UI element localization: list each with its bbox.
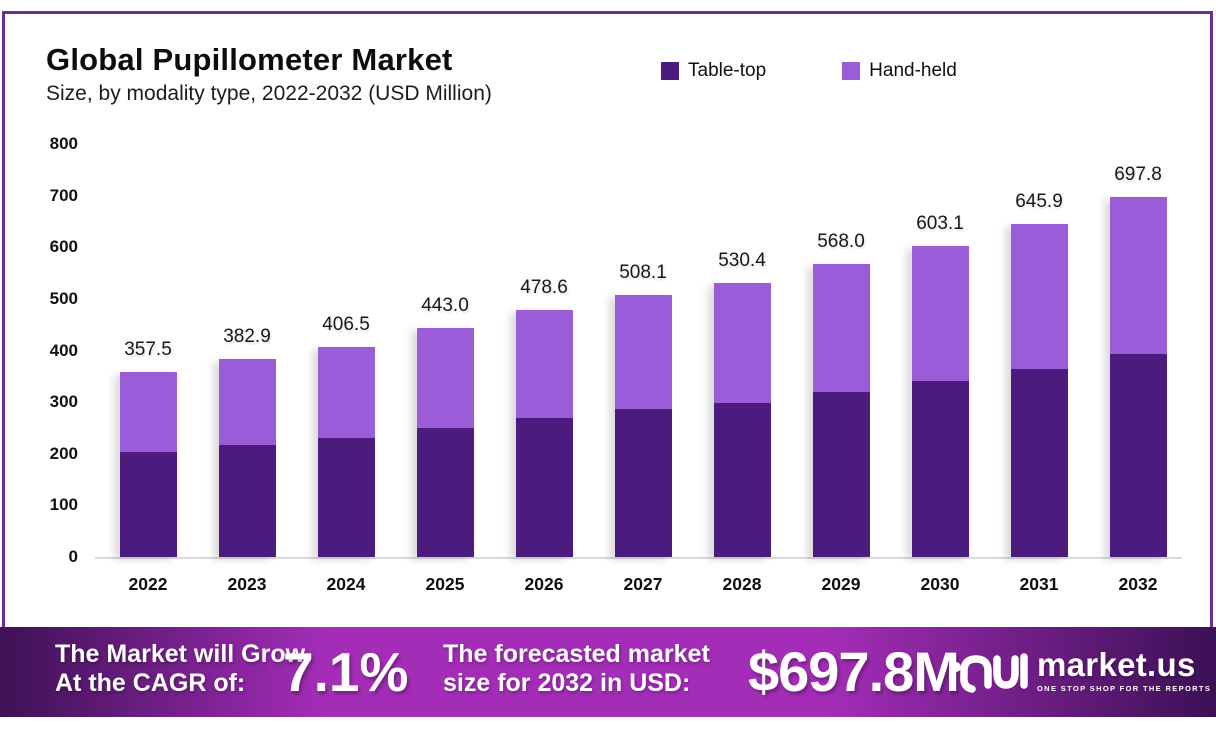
table-top-segment xyxy=(317,437,375,557)
stacked-bar-chart: 357.5 2022 382.9 2023 406.5 2024 443.0 2025 478.… xyxy=(49,134,1182,594)
table-top-swatch-icon xyxy=(661,62,679,80)
cagr-caption-line2: At the CAGR of: xyxy=(55,669,246,697)
bar-total-label: 568.0 xyxy=(817,230,865,252)
bar-total-label: 530.4 xyxy=(718,250,766,272)
hand-held-segment xyxy=(812,263,870,392)
legend-label-table-top: Table-top xyxy=(688,60,767,81)
y-axis-tick-label: 600 xyxy=(49,237,78,257)
hand-held-segment xyxy=(317,347,375,438)
hand-held-segment xyxy=(911,245,969,382)
cagr-value: 7.1% xyxy=(283,641,409,703)
stacked-bar-2023 xyxy=(218,359,276,557)
y-axis-tick-label: 400 xyxy=(49,340,78,360)
table-top-segment xyxy=(1010,368,1068,557)
chart-header: Global Pupillometer Market Size, by moda… xyxy=(46,42,492,106)
bar-total-label: 406.5 xyxy=(322,314,370,336)
y-axis-tick-label: 500 xyxy=(49,288,78,308)
bar-total-label: 508.1 xyxy=(619,261,667,283)
x-axis-tick-label: 2028 xyxy=(722,574,762,594)
market-us-logo-icon xyxy=(951,653,1028,693)
stacked-bar-2025 xyxy=(416,328,474,557)
hand-held-segment xyxy=(416,328,474,428)
y-axis-tick-label: 200 xyxy=(49,443,78,463)
bar-total-label: 382.9 xyxy=(223,326,271,348)
x-axis-tick-label: 2032 xyxy=(1118,574,1158,594)
x-axis-tick-label: 2022 xyxy=(128,574,168,594)
y-axis-tick-label: 300 xyxy=(49,392,78,412)
hand-held-segment xyxy=(218,359,276,446)
table-top-segment xyxy=(614,408,672,557)
x-axis-tick-label: 2024 xyxy=(326,574,366,594)
table-top-segment xyxy=(416,427,474,557)
bar-total-label: 603.1 xyxy=(916,212,964,234)
table-top-segment xyxy=(1109,353,1167,557)
page-subtitle: Size, by modality type, 2022-2032 (USD M… xyxy=(46,82,492,105)
x-axis-tick-label: 2029 xyxy=(821,574,861,594)
legend-item-hand-held: Hand-held xyxy=(842,60,957,82)
bar-total-label: 697.8 xyxy=(1114,163,1162,185)
x-axis-tick-label: 2027 xyxy=(623,574,663,594)
stacked-bar-2032 xyxy=(1109,196,1167,557)
legend-item-table-top: Table-top xyxy=(661,60,766,82)
page-title: Global Pupillometer Market xyxy=(46,42,453,77)
forecast-value: $697.8M xyxy=(748,640,960,703)
y-axis-tick-label: 100 xyxy=(49,495,78,515)
bar-total-label: 645.9 xyxy=(1015,190,1063,212)
table-top-segment xyxy=(713,402,771,557)
market-us-brand: market.us ONE STOP SHOP FOR THE REPORTS xyxy=(1037,646,1212,694)
stacked-bar-2026 xyxy=(515,309,573,557)
hand-held-segment xyxy=(713,283,771,403)
stacked-bar-2024 xyxy=(317,347,375,557)
hand-held-segment xyxy=(119,372,177,453)
bar-total-label: 357.5 xyxy=(124,339,172,361)
forecast-caption-line1: The forecasted market xyxy=(443,640,710,668)
bar-total-label: 443.0 xyxy=(421,295,469,317)
x-axis-tick-label: 2031 xyxy=(1019,574,1059,594)
stacked-bar-2029 xyxy=(812,263,870,557)
hand-held-segment xyxy=(1109,196,1167,354)
x-axis-tick-label: 2023 xyxy=(227,574,267,594)
legend-label-hand-held: Hand-held xyxy=(869,60,957,81)
y-axis-tick-label: 700 xyxy=(49,185,78,205)
chart-legend: Table-top Hand-held xyxy=(661,60,957,82)
stacked-bar-2031 xyxy=(1010,223,1068,557)
hand-held-segment xyxy=(1010,223,1068,369)
stacked-bar-2027 xyxy=(614,294,672,557)
table-top-segment xyxy=(812,391,870,557)
brand-tagline: ONE STOP SHOP FOR THE REPORTS xyxy=(1037,684,1212,693)
plot-area: 357.5 2022 382.9 2023 406.5 2024 443.0 2025 478.… xyxy=(95,144,1182,594)
stacked-bar-2030 xyxy=(911,245,969,557)
table-top-segment xyxy=(911,381,969,557)
table-top-segment xyxy=(218,445,276,557)
brand-name: market.us xyxy=(1037,646,1196,683)
table-top-segment xyxy=(515,417,573,557)
hand-held-segment xyxy=(515,309,573,418)
stacked-bar-2028 xyxy=(713,283,771,557)
x-axis-tick-label: 2025 xyxy=(425,574,465,594)
stacked-bar-2022 xyxy=(119,372,177,557)
x-axis-tick-label: 2030 xyxy=(920,574,960,594)
bar-total-label: 478.6 xyxy=(520,276,568,298)
hand-held-segment xyxy=(614,294,672,409)
y-axis-tick-label: 800 xyxy=(49,134,78,153)
y-axis-tick-label: 0 xyxy=(68,547,78,566)
forecast-caption: The forecasted market size for 2032 in U… xyxy=(443,640,710,698)
cagr-caption: The Market will Grow At the CAGR of: xyxy=(55,640,305,698)
hand-held-swatch-icon xyxy=(842,62,861,80)
cagr-caption-line1: The Market will Grow xyxy=(55,640,306,668)
footer-banner: The Market will Grow At the CAGR of: 7.1… xyxy=(0,627,1216,717)
table-top-segment xyxy=(119,452,177,557)
x-axis-tick-label: 2026 xyxy=(524,574,564,594)
forecast-caption-line2: size for 2032 in USD: xyxy=(443,669,691,697)
x-axis-line xyxy=(95,557,1182,559)
